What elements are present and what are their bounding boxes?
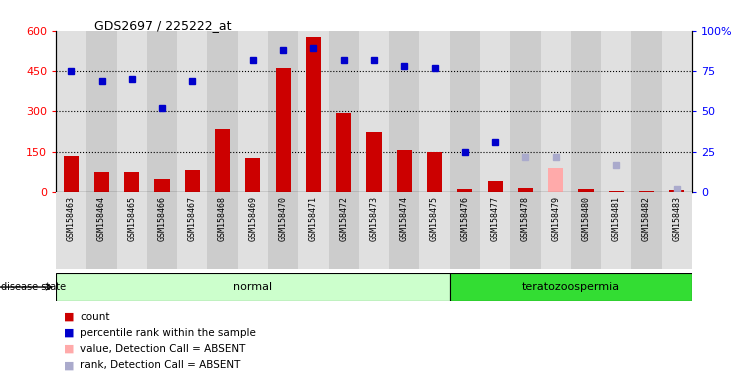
Bar: [359, 31, 389, 192]
Bar: [328, 192, 359, 269]
Bar: [669, 190, 684, 192]
Text: ■: ■: [64, 328, 74, 338]
Bar: [215, 129, 230, 192]
Bar: [548, 168, 563, 192]
Bar: [389, 31, 420, 192]
Bar: [275, 68, 291, 192]
Bar: [238, 31, 268, 192]
Text: GSM158467: GSM158467: [188, 196, 197, 241]
Text: GSM158476: GSM158476: [460, 196, 469, 241]
Bar: [488, 181, 503, 192]
Bar: [177, 31, 207, 192]
Bar: [86, 31, 117, 192]
Text: GSM158472: GSM158472: [340, 196, 349, 241]
Text: GSM158469: GSM158469: [248, 196, 257, 241]
Bar: [298, 31, 328, 192]
Bar: [396, 150, 412, 192]
Bar: [359, 192, 389, 269]
Text: GSM158471: GSM158471: [309, 196, 318, 241]
Bar: [268, 31, 298, 192]
Text: GSM158463: GSM158463: [67, 196, 76, 241]
Bar: [541, 31, 571, 192]
Text: ■: ■: [64, 344, 74, 354]
Bar: [306, 37, 321, 192]
Text: count: count: [80, 312, 109, 322]
Text: GSM158466: GSM158466: [158, 196, 167, 241]
Bar: [601, 31, 631, 192]
Bar: [185, 170, 200, 192]
Bar: [662, 31, 692, 192]
Bar: [268, 192, 298, 269]
Bar: [117, 31, 147, 192]
Text: ■: ■: [64, 360, 74, 370]
Bar: [207, 192, 238, 269]
FancyBboxPatch shape: [56, 273, 450, 301]
Bar: [420, 192, 450, 269]
Text: GSM158473: GSM158473: [370, 196, 378, 241]
Bar: [427, 152, 442, 192]
Bar: [94, 172, 109, 192]
Bar: [64, 156, 79, 192]
Bar: [155, 179, 170, 192]
Text: GSM158475: GSM158475: [430, 196, 439, 241]
Bar: [117, 192, 147, 269]
Bar: [389, 192, 420, 269]
Text: value, Detection Call = ABSENT: value, Detection Call = ABSENT: [80, 344, 245, 354]
Bar: [510, 31, 541, 192]
Bar: [457, 189, 473, 192]
Bar: [177, 192, 207, 269]
Bar: [480, 31, 510, 192]
Bar: [450, 192, 480, 269]
Bar: [56, 192, 86, 269]
Text: GSM158465: GSM158465: [127, 196, 136, 241]
Text: normal: normal: [233, 282, 272, 292]
Bar: [541, 192, 571, 269]
Bar: [147, 31, 177, 192]
Bar: [56, 31, 86, 192]
Bar: [238, 192, 268, 269]
Text: percentile rank within the sample: percentile rank within the sample: [80, 328, 256, 338]
Text: GSM158482: GSM158482: [642, 196, 651, 241]
Bar: [298, 192, 328, 269]
Text: ■: ■: [64, 312, 74, 322]
Bar: [609, 191, 624, 192]
Text: teratozoospermia: teratozoospermia: [522, 282, 620, 292]
Text: GSM158478: GSM158478: [521, 196, 530, 241]
Bar: [601, 192, 631, 269]
Text: rank, Detection Call = ABSENT: rank, Detection Call = ABSENT: [80, 360, 240, 370]
Bar: [328, 31, 359, 192]
Bar: [631, 31, 662, 192]
Text: GSM158468: GSM158468: [218, 196, 227, 241]
FancyBboxPatch shape: [450, 273, 692, 301]
Text: GSM158481: GSM158481: [612, 196, 621, 241]
Bar: [124, 172, 139, 192]
Bar: [450, 31, 480, 192]
Bar: [147, 192, 177, 269]
Bar: [207, 31, 238, 192]
Text: GSM158479: GSM158479: [551, 196, 560, 241]
Text: GSM158483: GSM158483: [672, 196, 681, 241]
Text: disease state: disease state: [1, 282, 67, 292]
Text: GSM158477: GSM158477: [491, 196, 500, 241]
Bar: [631, 192, 662, 269]
Bar: [336, 113, 352, 192]
Text: GSM158470: GSM158470: [279, 196, 288, 241]
Text: GSM158474: GSM158474: [399, 196, 408, 241]
Bar: [639, 191, 654, 192]
Bar: [571, 192, 601, 269]
Bar: [480, 192, 510, 269]
Bar: [578, 189, 593, 192]
Bar: [510, 192, 541, 269]
Bar: [86, 192, 117, 269]
Bar: [518, 188, 533, 192]
Bar: [245, 159, 260, 192]
Bar: [662, 192, 692, 269]
Text: GDS2697 / 225222_at: GDS2697 / 225222_at: [94, 19, 231, 32]
Bar: [571, 31, 601, 192]
Text: GSM158480: GSM158480: [581, 196, 590, 241]
Bar: [367, 131, 381, 192]
Text: GSM158464: GSM158464: [97, 196, 106, 241]
Bar: [420, 31, 450, 192]
